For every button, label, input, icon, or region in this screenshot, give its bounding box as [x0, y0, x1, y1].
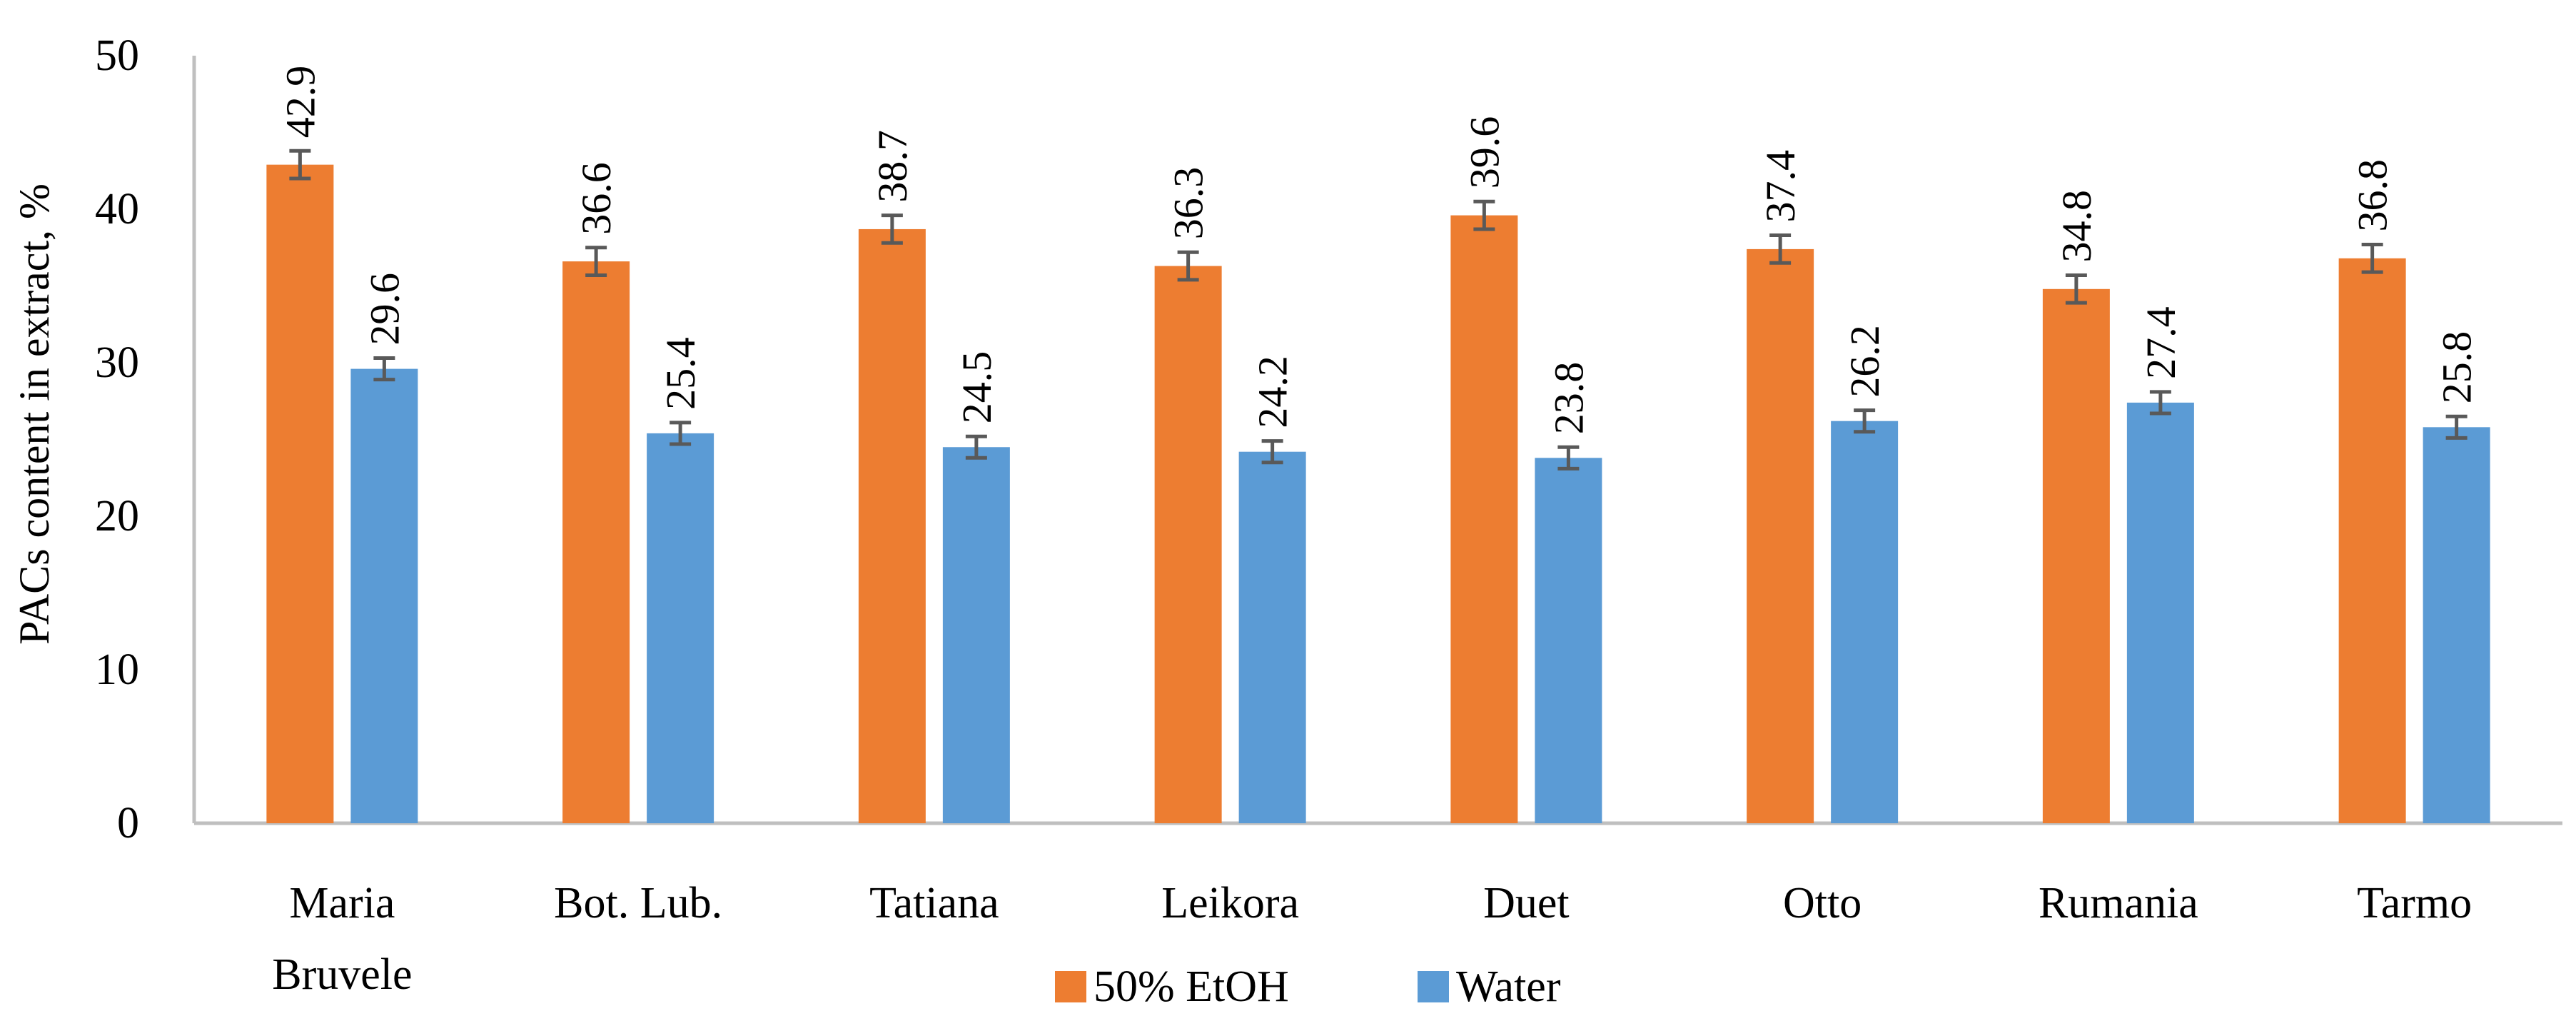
x-category-label: Leikora — [1161, 879, 1299, 927]
data-label: 36.6 — [573, 162, 620, 235]
x-category-label: Tarmo — [2357, 879, 2472, 927]
y-tick-label: 40 — [95, 185, 139, 233]
data-label: 29.6 — [361, 273, 408, 346]
legend: 50% EtOH Water — [1055, 962, 1561, 1011]
bar-etoh — [1747, 248, 1814, 823]
data-label: 24.2 — [1250, 356, 1296, 428]
y-tick-label: 50 — [95, 31, 139, 80]
data-label: 25.8 — [2434, 331, 2480, 404]
legend-swatch-etoh — [1055, 971, 1086, 1002]
y-tick-label: 10 — [95, 645, 139, 694]
data-label: 36.3 — [1166, 167, 1212, 240]
bar-etoh — [1154, 266, 1222, 823]
data-label: 37.4 — [1757, 150, 1804, 223]
x-category-label: Maria — [289, 879, 395, 927]
legend-label: Water — [1456, 962, 1561, 1011]
y-axis-title: PACs content in extract, % — [11, 183, 58, 645]
data-label: 27.4 — [2138, 306, 2184, 379]
data-label: 38.7 — [869, 130, 916, 203]
data-label: 24.5 — [954, 351, 1000, 424]
bar-water — [1831, 421, 1899, 823]
data-label: 39.6 — [1461, 116, 1507, 189]
x-category-label: Bruvele — [272, 950, 412, 999]
bar-water — [350, 368, 418, 823]
legend-label: 50% EtOH — [1093, 962, 1289, 1011]
bar-etoh — [1450, 215, 1518, 824]
data-label: 36.8 — [2350, 159, 2396, 232]
data-label: 34.8 — [2054, 190, 2100, 263]
data-label: 23.8 — [1545, 362, 1592, 435]
bar-water — [942, 447, 1010, 823]
bar-etoh — [266, 164, 334, 823]
data-label: 42.9 — [277, 66, 323, 139]
y-tick-label: 0 — [117, 799, 139, 848]
bar-etoh — [2338, 258, 2406, 823]
bar-water — [2423, 427, 2490, 823]
data-label: 25.4 — [657, 337, 704, 410]
bar-water — [1535, 458, 1602, 823]
bar-water — [1238, 451, 1306, 823]
x-category-label: Bot. Lub. — [554, 879, 722, 927]
bar-etoh — [858, 228, 926, 823]
bar-water — [2126, 402, 2194, 823]
legend-swatch-water — [1418, 971, 1449, 1002]
y-tick-label: 20 — [95, 492, 139, 540]
x-category-label: Otto — [1783, 879, 1862, 927]
x-category-label: Rumania — [2039, 879, 2198, 927]
x-category-label: Tatiana — [869, 879, 999, 927]
bar-water — [647, 433, 714, 823]
bar-etoh — [562, 261, 630, 824]
bar-etoh — [2042, 288, 2110, 823]
data-label: 26.2 — [1842, 325, 1888, 398]
y-tick-label: 30 — [95, 338, 139, 387]
plot-area: 0 10 20 30 40 50 42.9 29.6 Maria Bruvele 36.6 25.4 B… — [95, 31, 2562, 999]
x-category-label: Duet — [1483, 879, 1570, 927]
y-axis-label: PACs content in extract, % — [11, 183, 58, 645]
